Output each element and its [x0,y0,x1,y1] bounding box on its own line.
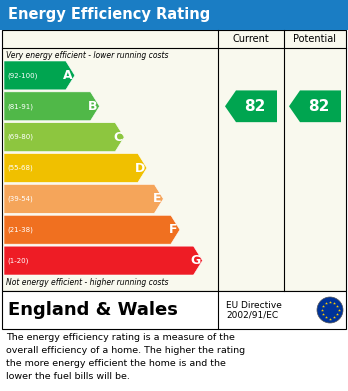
Text: 2002/91/EC: 2002/91/EC [226,310,278,319]
Text: Potential: Potential [293,34,337,44]
Bar [0,0,348,30]
Text: Not energy efficient - higher running costs: Not energy efficient - higher running co… [6,278,168,287]
Bar [2,30,346,291]
Text: 82: 82 [244,99,266,114]
Polygon shape [225,90,277,122]
Text: E: E [153,192,161,205]
Polygon shape [4,123,124,152]
Text: 82: 82 [308,99,330,114]
Circle shape [317,297,343,323]
Text: (69-80): (69-80) [7,134,33,140]
Text: D: D [135,161,145,174]
Polygon shape [4,246,203,275]
Text: lower the fuel bills will be.: lower the fuel bills will be. [6,372,130,381]
Text: (55-68): (55-68) [7,165,33,171]
Text: EU Directive: EU Directive [226,301,282,310]
Bar [2,291,346,329]
Text: A: A [63,69,73,82]
Text: (92-100): (92-100) [7,72,37,79]
Text: C: C [113,131,122,143]
Text: overall efficiency of a home. The higher the rating: overall efficiency of a home. The higher… [6,346,245,355]
Text: The energy efficiency rating is a measure of the: The energy efficiency rating is a measur… [6,333,235,342]
Polygon shape [4,61,75,90]
Text: (1-20): (1-20) [7,257,29,264]
Polygon shape [4,154,147,183]
Polygon shape [4,185,163,213]
Text: Energy Efficiency Rating: Energy Efficiency Rating [8,7,210,23]
Text: England & Wales: England & Wales [8,301,178,319]
Text: F: F [169,223,178,236]
Text: the more energy efficient the home is and the: the more energy efficient the home is an… [6,359,226,368]
Polygon shape [4,92,100,121]
Text: G: G [190,254,200,267]
Text: (81-91): (81-91) [7,103,33,109]
Text: Very energy efficient - lower running costs: Very energy efficient - lower running co… [6,51,168,60]
Text: (21-38): (21-38) [7,226,33,233]
Polygon shape [289,90,341,122]
Text: B: B [88,100,97,113]
Polygon shape [4,215,180,244]
Text: Current: Current [232,34,269,44]
Text: (39-54): (39-54) [7,196,33,202]
